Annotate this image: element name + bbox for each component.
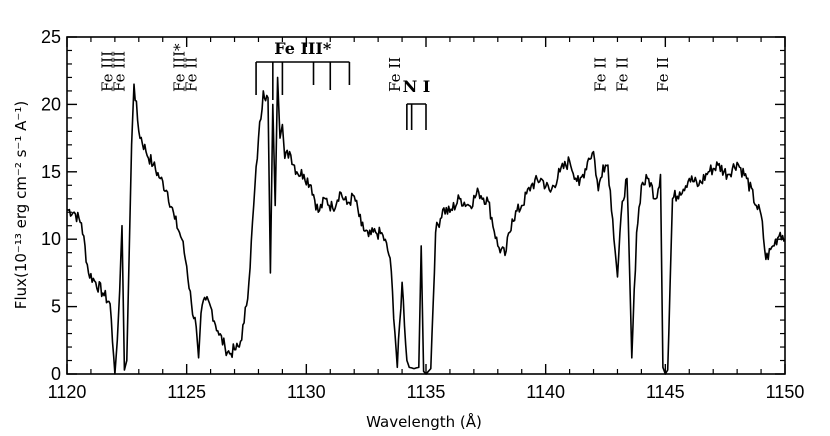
y-tick-label: 25: [41, 27, 61, 47]
x-tick-label: 1130: [287, 382, 326, 402]
y-tick-label: 0: [51, 364, 61, 384]
line-id-label: Fe II: [592, 57, 610, 92]
y-tick-label: 10: [41, 229, 61, 249]
line-id-label: Fe II: [183, 57, 201, 92]
line-id-label: Fe II: [386, 57, 404, 92]
x-axis-title: Wavelength (Å): [366, 412, 482, 431]
x-tick-label: 1125: [167, 382, 206, 402]
line-id-label: Fe III*: [171, 43, 189, 92]
x-tick-label: 1120: [48, 382, 87, 402]
n-i-label: N I: [403, 77, 431, 96]
x-tick-label: 1150: [766, 382, 805, 402]
y-axis-title: Flux(10⁻¹³ erg cm⁻² s⁻¹ A⁻¹): [12, 101, 30, 309]
x-tick-label: 1140: [526, 382, 565, 402]
axis-ticks: [66, 36, 786, 375]
spectrum-line: [66, 76, 786, 375]
x-tick-label: 1135: [407, 382, 446, 402]
line-id-label: Fe III: [99, 51, 117, 92]
fe-iii-star-label: Fe III*: [274, 39, 332, 58]
y-tick-label: 20: [41, 94, 61, 114]
line-id-label: Fe III: [111, 51, 129, 92]
y-tick-label: 5: [51, 297, 61, 317]
line-id-label: Fe II: [654, 57, 672, 92]
line-id-label: Fe II: [613, 57, 631, 92]
x-tick-label: 1145: [646, 382, 685, 402]
y-tick-label: 15: [41, 162, 61, 182]
tick-labels: 1120 1125 1130 1135 1140 1145 1150 0 5 10 15 20 25: [41, 27, 804, 402]
